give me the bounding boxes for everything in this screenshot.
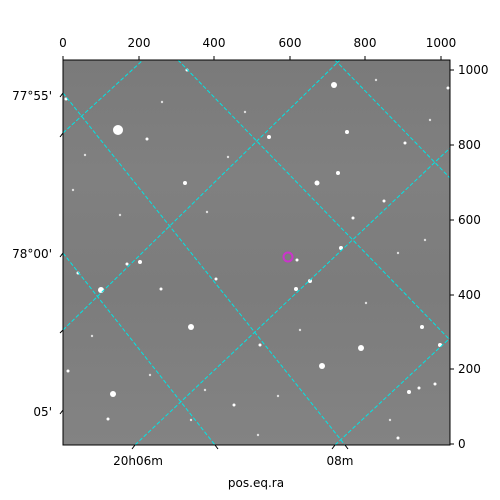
star bbox=[113, 125, 123, 135]
star bbox=[295, 258, 299, 262]
star bbox=[83, 153, 87, 157]
grid-line bbox=[334, 337, 450, 445]
star bbox=[351, 216, 355, 220]
left-tick-label: 05' bbox=[33, 405, 52, 419]
grid-line bbox=[334, 60, 450, 179]
top-tick-label: 800 bbox=[354, 36, 377, 50]
star bbox=[396, 251, 400, 255]
star bbox=[388, 418, 392, 422]
star bbox=[214, 277, 218, 281]
star bbox=[407, 390, 411, 394]
star bbox=[106, 417, 110, 421]
star bbox=[382, 199, 386, 203]
target-marker bbox=[282, 251, 294, 263]
right-tick-label: 200 bbox=[458, 362, 481, 376]
top-tick-label: 1000 bbox=[426, 36, 457, 50]
right-tick-label: 0 bbox=[458, 437, 466, 451]
left-tick-label: 78°00' bbox=[12, 247, 52, 261]
star bbox=[276, 394, 280, 398]
star bbox=[319, 363, 325, 369]
left-tick-label: 77°55' bbox=[12, 89, 52, 103]
top-axis bbox=[62, 56, 442, 60]
bottom-tick-label: 08m bbox=[327, 454, 354, 468]
star bbox=[189, 418, 193, 422]
star bbox=[258, 343, 262, 347]
star bbox=[232, 403, 236, 407]
star bbox=[256, 433, 260, 437]
star bbox=[160, 100, 164, 104]
star bbox=[148, 373, 152, 377]
star bbox=[183, 181, 187, 185]
star bbox=[364, 301, 368, 305]
grid-line bbox=[134, 147, 450, 445]
star bbox=[308, 279, 312, 283]
star bbox=[90, 334, 94, 338]
plot-frame bbox=[62, 59, 451, 446]
star bbox=[428, 118, 432, 122]
grid-line bbox=[63, 60, 341, 331]
bottom-axis-title: pos.eq.ra bbox=[228, 476, 284, 490]
image-background bbox=[63, 60, 450, 445]
star bbox=[374, 78, 378, 82]
star bbox=[403, 141, 407, 145]
right-tick-label: 1000 bbox=[458, 63, 489, 77]
grid-line bbox=[177, 60, 450, 341]
star bbox=[243, 110, 247, 114]
star bbox=[125, 262, 129, 266]
right-tick-label: 400 bbox=[458, 288, 481, 302]
star bbox=[98, 287, 104, 293]
star bbox=[417, 386, 421, 390]
star bbox=[267, 135, 271, 139]
bottom-tick-label: 20h06m bbox=[113, 454, 163, 468]
coordinate-grid bbox=[63, 60, 450, 445]
star bbox=[226, 155, 230, 159]
star bbox=[336, 171, 340, 175]
star bbox=[71, 188, 75, 192]
star bbox=[339, 246, 343, 250]
star bbox=[145, 137, 149, 141]
grid-line bbox=[63, 252, 216, 445]
top-tick-label: 600 bbox=[279, 36, 302, 50]
bottom-axis bbox=[131, 444, 349, 450]
star bbox=[298, 328, 302, 332]
left-axis bbox=[59, 92, 64, 415]
star bbox=[314, 180, 320, 186]
grid-line bbox=[63, 92, 346, 445]
star bbox=[331, 82, 337, 88]
top-tick-label: 400 bbox=[203, 36, 226, 50]
image-area bbox=[63, 60, 450, 445]
star bbox=[110, 391, 116, 397]
right-tick-label: 800 bbox=[458, 138, 481, 152]
top-tick-label: 200 bbox=[128, 36, 151, 50]
star bbox=[205, 210, 209, 214]
star bbox=[203, 388, 207, 392]
right-axis bbox=[450, 69, 454, 445]
star bbox=[159, 287, 163, 291]
star bbox=[294, 287, 298, 291]
star bbox=[118, 213, 122, 217]
right-tick-label: 600 bbox=[458, 213, 481, 227]
star bbox=[358, 345, 364, 351]
star bbox=[345, 130, 349, 134]
star bbox=[138, 260, 142, 264]
star bbox=[423, 238, 427, 242]
star bbox=[420, 325, 424, 329]
star bbox=[66, 369, 70, 373]
star bbox=[433, 382, 437, 386]
star bbox=[188, 324, 194, 330]
star bbox=[446, 86, 450, 90]
grid-line bbox=[63, 60, 144, 134]
star bbox=[396, 436, 400, 440]
top-tick-label: 0 bbox=[59, 36, 67, 50]
